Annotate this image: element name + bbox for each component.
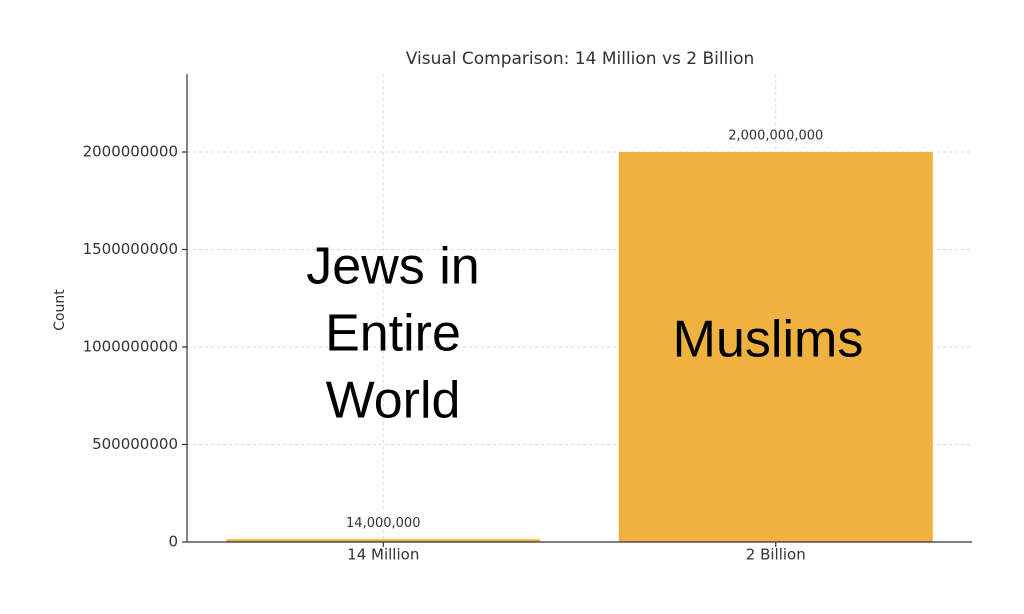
y-tick-label: 0 [168,533,178,551]
y-tick-label: 1000000000 [83,338,178,356]
y-tick-label: 2000000000 [83,143,178,161]
y-axis-label: Count [52,289,68,331]
annotation: World [326,372,461,430]
x-tick-label: 2 Billion [746,546,806,564]
value-label: 2,000,000,000 [728,129,823,144]
chart-title: Visual Comparison: 14 Million vs 2 Billi… [406,49,755,69]
value-label: 14,000,000 [346,516,420,531]
annotation: Muslims [673,311,864,369]
y-tick-label: 500000000 [92,435,178,453]
annotation: Entire [325,305,461,363]
bar [226,539,541,542]
y-tick-label: 1500000000 [83,240,178,258]
bar [618,152,933,542]
annotation: Jews in [306,238,479,296]
x-tick-label: 14 Million [347,546,419,564]
